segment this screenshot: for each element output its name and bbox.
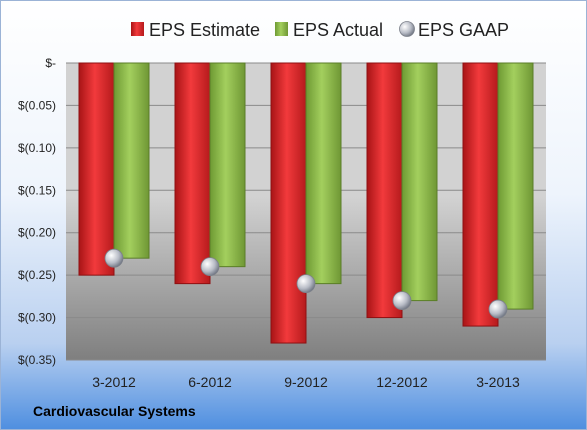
x-category-label: 3-2013	[476, 374, 520, 390]
legend-label: EPS Actual	[293, 20, 383, 40]
bar-eps-estimate	[174, 62, 211, 285]
bar-eps-actual	[305, 62, 342, 285]
x-category-label: 3-2012	[92, 374, 136, 390]
y-tick-label: $(0.10)	[18, 141, 56, 155]
y-tick-label: $(0.30)	[18, 311, 56, 325]
company-name: Cardiovascular Systems	[33, 403, 196, 419]
y-tick-label: $(0.35)	[18, 353, 56, 367]
legend: EPS Estimate EPS Actual EPS GAAP	[131, 20, 509, 40]
bar-eps-actual	[113, 62, 150, 259]
bar-eps-estimate	[78, 62, 115, 276]
marker-eps-gaap	[488, 299, 508, 319]
legend-label: EPS GAAP	[418, 20, 509, 40]
bars	[78, 62, 534, 344]
legend-swatch	[275, 22, 288, 36]
marker-eps-gaap	[200, 257, 220, 277]
bar-eps-estimate	[462, 62, 499, 327]
marker-eps-gaap	[296, 274, 316, 294]
marker-eps-gaap	[104, 248, 124, 268]
gaap-markers	[104, 248, 508, 319]
axis-labels: $- $(0.05) $(0.10) $(0.15) $(0.20) $(0.25) $(0…	[18, 56, 520, 390]
legend-swatch	[399, 21, 415, 37]
bar-eps-actual	[401, 62, 438, 302]
y-tick-label: $(0.15)	[18, 183, 56, 197]
x-category-label: 6-2012	[188, 374, 232, 390]
y-tick-label: $-	[45, 56, 56, 70]
legend-swatch	[131, 22, 144, 36]
y-tick-label: $(0.05)	[18, 98, 56, 112]
y-tick-label: $(0.25)	[18, 268, 56, 282]
x-category-label: 9-2012	[284, 374, 328, 390]
bar-eps-estimate	[366, 62, 403, 319]
x-category-label: 12-2012	[376, 374, 428, 390]
bar-eps-estimate	[270, 62, 307, 344]
bar-eps-actual	[209, 62, 246, 268]
legend-label: EPS Estimate	[149, 20, 260, 40]
bar-eps-actual	[497, 62, 534, 310]
marker-eps-gaap	[392, 291, 412, 311]
y-tick-label: $(0.20)	[18, 226, 56, 240]
